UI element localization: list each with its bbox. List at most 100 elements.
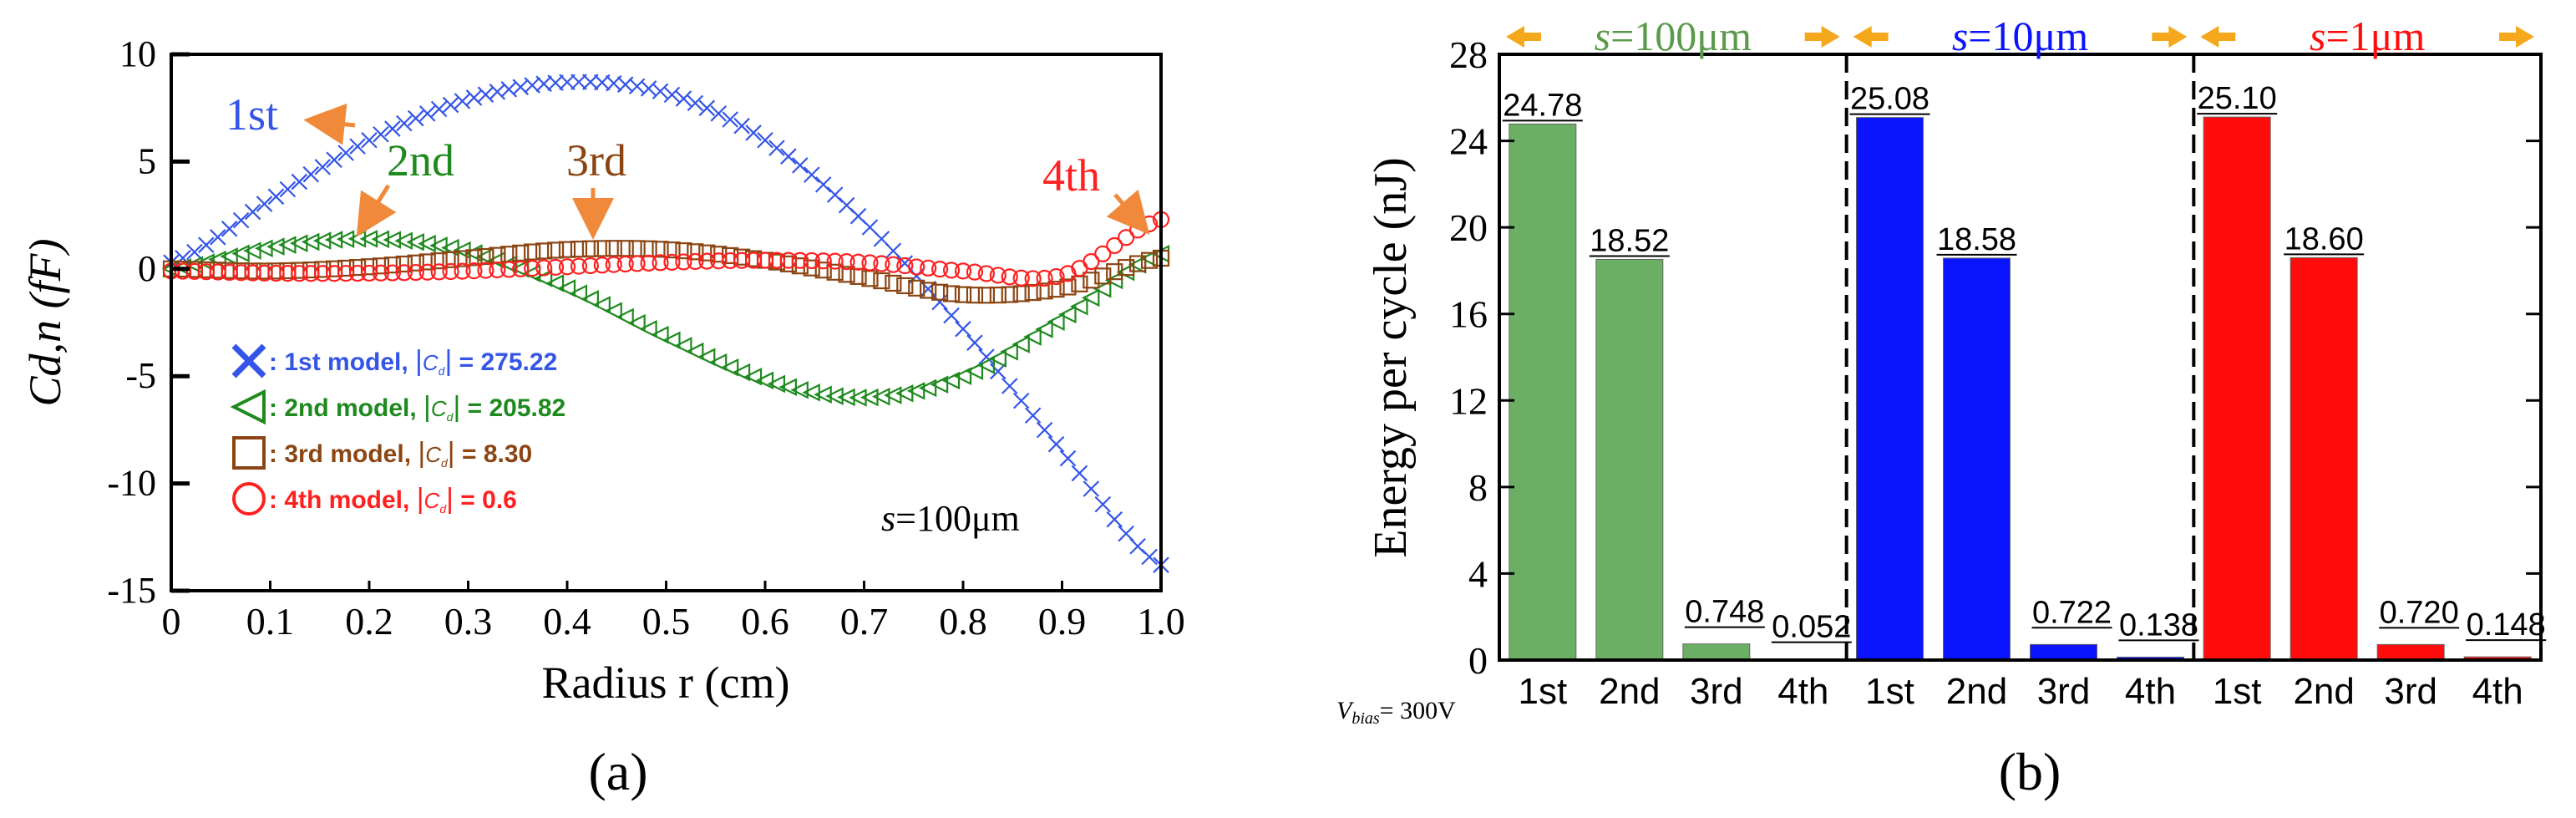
point-4th <box>1024 270 1042 287</box>
panel-b-plot-frame <box>1498 53 2543 662</box>
point-4th <box>605 256 622 273</box>
point-1st <box>454 93 471 109</box>
point-3rd <box>652 241 669 258</box>
point-4th <box>779 251 797 269</box>
point-4th <box>652 254 669 272</box>
right-arrow-icon <box>2499 26 2534 48</box>
point-2nd <box>569 284 588 302</box>
point-4th <box>616 255 634 273</box>
legend-square-marker-icon <box>232 436 266 470</box>
point-3rd <box>616 240 634 257</box>
point-3rd <box>954 286 972 303</box>
arrow-1st <box>303 103 356 145</box>
point-2nd <box>545 274 565 292</box>
point-4th <box>885 256 902 273</box>
bar-value-label: 0.148 <box>2467 607 2546 643</box>
point-4th <box>920 259 937 277</box>
point-4th <box>348 264 367 282</box>
point-3rd <box>383 257 401 274</box>
point-2nd <box>685 342 704 361</box>
point-3rd <box>675 241 692 260</box>
x-tick-label: 0.9 <box>1038 600 1087 643</box>
legend-item-1st: : 1st model, |Cd| = 275.22 <box>231 343 557 379</box>
left-arrow-icon <box>1853 26 1889 48</box>
point-3rd <box>908 279 925 297</box>
x-tick-label: 1.0 <box>1137 600 1185 643</box>
point-1st <box>373 125 389 143</box>
point-3rd <box>570 241 588 258</box>
point-4th <box>279 265 297 282</box>
point-1st <box>710 105 728 122</box>
point-1st <box>1141 548 1158 566</box>
point-4th <box>942 262 961 279</box>
bar-category-label: 2nd <box>1599 671 1660 712</box>
legend-x-marker-icon <box>231 343 266 379</box>
panel-a-x-axis-label: Radius r (cm) <box>542 658 790 708</box>
point-3rd <box>640 240 657 257</box>
point-1st <box>792 157 809 174</box>
point-3rd <box>1129 255 1147 272</box>
point-3rd <box>1106 263 1123 281</box>
point-2nd <box>499 255 518 274</box>
point-2nd <box>988 349 1007 368</box>
bar-value-label: 0.722 <box>2032 595 2112 630</box>
point-4th <box>849 253 867 271</box>
point-1st <box>722 111 738 128</box>
point-2nd <box>243 241 261 260</box>
x-tick-label: 0.8 <box>939 600 987 643</box>
point-4th <box>197 263 215 281</box>
y-tick-label: 20 <box>1449 206 1488 249</box>
point-1st <box>1036 421 1053 439</box>
bar-3rd <box>2030 643 2097 661</box>
point-4th <box>768 251 786 269</box>
point-2nd <box>941 371 961 390</box>
point-4th <box>861 254 879 272</box>
panel-a-s-annotation: s=100μm <box>881 498 1020 539</box>
point-2nd <box>1081 288 1100 307</box>
point-4th <box>256 264 273 282</box>
point-1st <box>244 203 261 221</box>
x-tick-label: 0.3 <box>444 600 493 643</box>
point-3rd <box>535 242 553 260</box>
point-3rd <box>920 282 937 299</box>
point-1st <box>1001 378 1018 394</box>
point-3rd <box>1059 278 1077 296</box>
point-1st <box>232 211 250 229</box>
point-1st <box>209 229 226 246</box>
point-4th <box>698 252 716 270</box>
point-4th <box>570 257 588 275</box>
point-4th <box>1106 236 1123 255</box>
panel-b-chart: 24.78 1st 18.52 2nd 0.748 3rd 0.052 4th 25.08 1st… <box>1336 13 2547 801</box>
point-4th <box>558 258 576 276</box>
point-3rd <box>663 241 681 259</box>
point-1st <box>302 165 320 183</box>
point-3rd <box>814 262 832 279</box>
point-3rd <box>314 261 332 278</box>
point-2nd <box>639 320 657 338</box>
point-4th <box>174 262 192 280</box>
point-3rd <box>873 272 890 290</box>
bar-category-label: 1st <box>2213 671 2262 712</box>
point-2nd <box>662 331 681 350</box>
legend-label: : 1st model, |Cd| = 275.22 <box>269 345 557 378</box>
point-4th <box>1083 252 1100 271</box>
point-3rd <box>1118 259 1135 277</box>
point-2nd <box>220 247 238 266</box>
point-4th <box>931 261 949 278</box>
group-header-2: s=1μm <box>2200 13 2534 59</box>
point-1st <box>780 148 797 165</box>
bar-category-label: 2nd <box>2293 671 2354 712</box>
point-1st <box>570 74 587 90</box>
point-2nd <box>918 379 937 398</box>
point-1st <box>256 196 273 212</box>
point-4th <box>593 257 611 274</box>
point-2nd <box>930 375 949 394</box>
point-3rd <box>966 287 984 304</box>
left-arrow-icon <box>1506 26 1541 48</box>
point-3rd <box>465 249 483 267</box>
y-tick-label: 16 <box>1449 293 1488 336</box>
x-tick-label: 0.1 <box>246 600 295 643</box>
x-tick-label: 0.5 <box>642 600 691 643</box>
point-1st <box>1083 480 1100 497</box>
point-2nd <box>673 337 692 355</box>
